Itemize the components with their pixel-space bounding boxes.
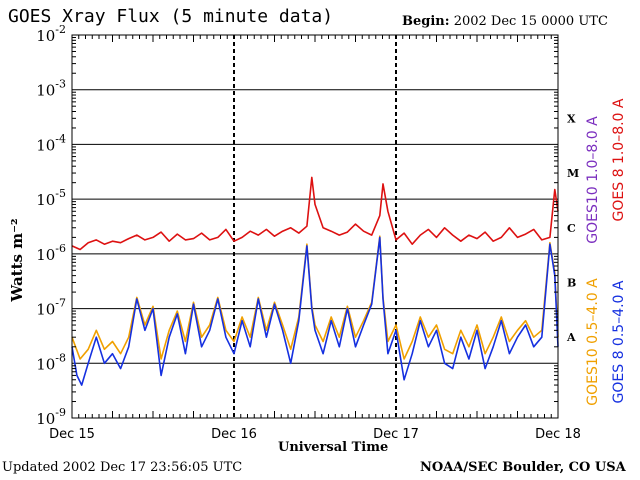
x-tick-label: Dec 18 [535, 427, 581, 442]
x-tick-label: Dec 17 [373, 427, 419, 442]
series-line [71, 235, 559, 360]
x-tick-label: Dec 15 [49, 427, 95, 442]
chart-title: GOES Xray Flux (5 minute data) [8, 6, 334, 27]
flare-class-label: A [566, 331, 576, 344]
begin-value: 2002 Dec 15 0000 UTC [453, 14, 608, 29]
flare-class-label: B [567, 276, 576, 289]
y-tick-label: 10-5 [36, 187, 66, 209]
begin-label: Begin: [402, 14, 450, 29]
series-line [71, 176, 559, 251]
y-tick-label: 10-9 [36, 406, 66, 428]
flare-class-label: C [567, 222, 576, 235]
updated-timestamp: Updated 2002 Dec 17 23:56:05 UTC [2, 460, 243, 475]
series-line [71, 236, 559, 386]
legend-entry: GOES10 0.5–4.0 A [585, 278, 601, 406]
begin-timestamp: Begin: 2002 Dec 15 0000 UTC [402, 14, 608, 29]
y-tick-label: 10-6 [36, 242, 66, 264]
y-tick-label: 10-3 [36, 78, 66, 100]
x-axis-label: Universal Time [278, 440, 389, 455]
plot-frame [71, 34, 559, 419]
legend-entry: GOES 8 1.0–8.0 A [611, 98, 627, 221]
source-credit: NOAA/SEC Boulder, CO USA [420, 460, 626, 475]
flare-class-labels: X M C B A [566, 112, 579, 344]
chart-series [71, 176, 559, 386]
legend-entry: GOES 8 0.5–4.0 A [611, 280, 627, 403]
flare-class-label: X [567, 112, 576, 125]
y-axis-label: Watts m⁻² [8, 218, 26, 302]
y-tick-label: 10-2 [36, 23, 66, 45]
legend-entry: GOES10 1.0–8.0 A [585, 116, 601, 244]
flare-class-label: M [567, 167, 579, 180]
y-tick-label: 10-7 [36, 297, 66, 319]
y-axis-ticks: 10-2 10-3 10-4 10-5 10-6 10-7 10-8 10-9 [36, 23, 558, 428]
x-axis-ticks: Dec 15 Dec 16 Dec 17 Dec 18 [49, 35, 581, 442]
chart-grid [72, 34, 558, 419]
legend: GOES10 1.0–8.0 A GOES 8 1.0–8.0 A GOES10 0… [585, 98, 627, 406]
y-tick-label: 10-4 [36, 132, 66, 154]
x-tick-label: Dec 16 [211, 427, 257, 442]
y-tick-label: 10-8 [36, 351, 66, 373]
